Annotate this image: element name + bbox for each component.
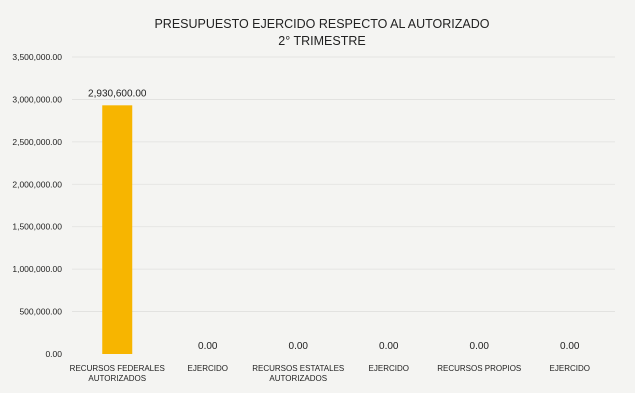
y-tick-label: 1,000,000.00: [12, 264, 62, 274]
category-label: RECURSOS FEDERALES: [70, 364, 165, 373]
data-label: 0.00: [470, 341, 490, 352]
category-label: EJERCIDO: [369, 364, 409, 373]
chart-title: PRESUPUESTO EJERCIDO RESPECTO AL AUTORIZ…: [154, 17, 489, 31]
y-tick-label: 500,000.00: [19, 307, 62, 317]
bar: [102, 105, 133, 354]
category-label: RECURSOS PROPIOS: [437, 364, 521, 373]
data-label: 0.00: [560, 341, 580, 352]
y-tick-label: 3,000,000.00: [12, 94, 62, 104]
gridlines: [72, 56, 615, 312]
data-label: 0.00: [289, 341, 309, 352]
category-label: EJERCIDO: [550, 364, 590, 373]
y-tick-label: 1,500,000.00: [12, 222, 62, 232]
bars: [102, 105, 133, 354]
data-label: 0.00: [379, 341, 399, 352]
data-label: 2,930,600.00: [88, 88, 147, 99]
data-label: 0.00: [198, 341, 218, 352]
data-labels: 2,930,600.00 0.00 0.00 0.00 0.00 0.00: [88, 88, 580, 352]
category-label: EJERCIDO: [188, 364, 228, 373]
y-tick-label: 3,500,000.00: [12, 52, 62, 62]
y-tick-label: 2,000,000.00: [12, 179, 62, 189]
y-tick-label: 0.00: [45, 349, 62, 359]
y-tick-label: 2,500,000.00: [12, 137, 62, 147]
category-label: RECURSOS ESTATALES: [252, 364, 344, 373]
chart-subtitle: 2° TRIMESTRE: [278, 34, 365, 48]
category-label: AUTORIZADOS: [269, 374, 327, 383]
y-axis-ticks: 0.00 500,000.00 1,000,000.00 1,500,000.00 2,…: [12, 52, 62, 359]
category-label: AUTORIZADOS: [88, 374, 146, 383]
